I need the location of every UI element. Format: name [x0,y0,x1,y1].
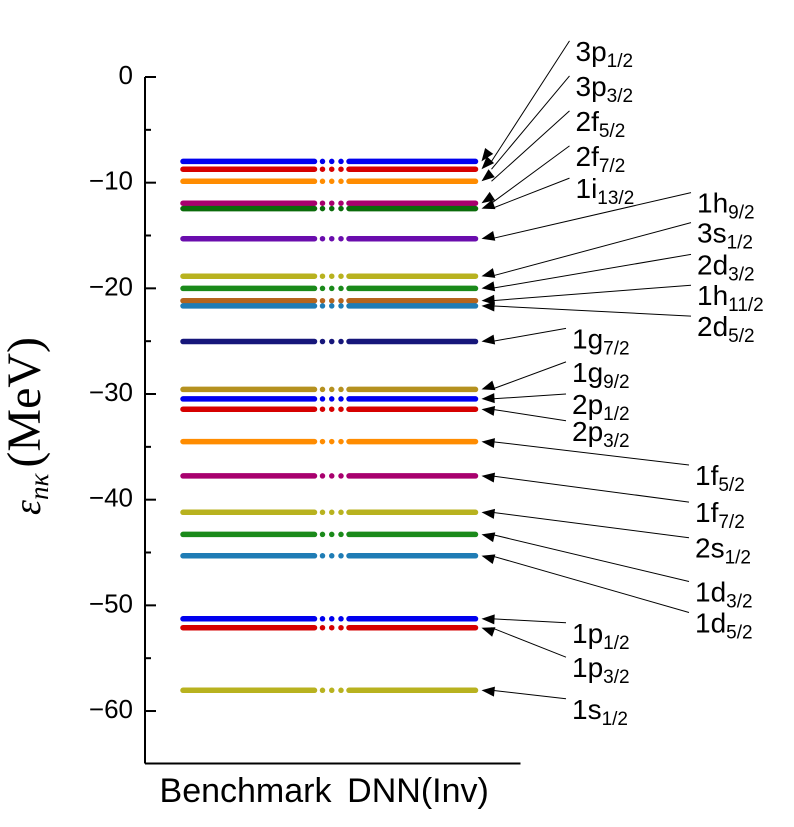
svg-text:εnκ(MeV): εnκ(MeV) [0,337,54,515]
svg-text:1g7/2: 1g7/2 [572,323,630,359]
svg-text:2s1/2: 2s1/2 [695,533,751,569]
svg-text:Benchmark: Benchmark [160,772,333,810]
svg-text:3p3/2: 3p3/2 [576,71,634,107]
svg-text:0: 0 [119,60,133,90]
svg-text:1g9/2: 1g9/2 [572,357,630,393]
svg-text:−30: −30 [89,377,133,407]
svg-text:−40: −40 [89,483,133,513]
svg-text:1d5/2: 1d5/2 [695,608,753,644]
svg-text:1s1/2: 1s1/2 [572,694,628,730]
svg-text:1p3/2: 1p3/2 [572,652,630,688]
svg-text:−10: −10 [89,166,133,196]
svg-text:2f5/2: 2f5/2 [576,106,626,142]
svg-text:−60: −60 [89,694,133,724]
svg-text:DNN(Inv): DNN(Inv) [347,772,489,810]
svg-text:1i13/2: 1i13/2 [576,173,635,209]
svg-text:2f7/2: 2f7/2 [576,141,626,177]
svg-text:1f5/2: 1f5/2 [695,460,745,496]
svg-text:−20: −20 [89,271,133,301]
svg-text:−50: −50 [89,588,133,618]
svg-text:1p1/2: 1p1/2 [572,618,630,654]
svg-text:2d5/2: 2d5/2 [697,311,755,347]
svg-text:3p1/2: 3p1/2 [576,36,634,72]
svg-text:1f7/2: 1f7/2 [695,497,745,533]
